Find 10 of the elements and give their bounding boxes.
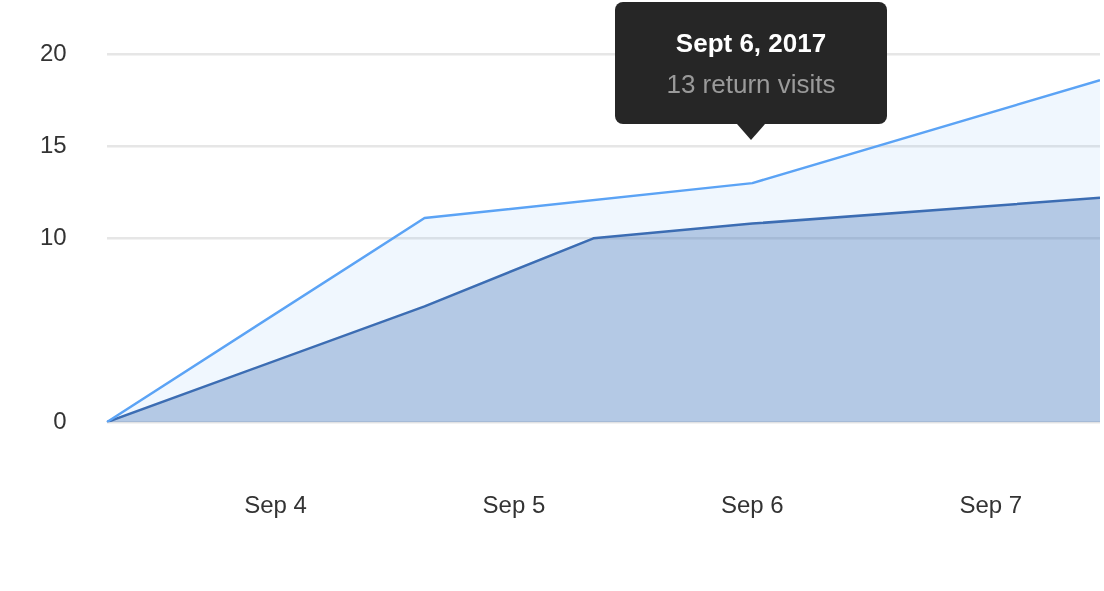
x-tick-label: Sep 4 <box>244 491 307 519</box>
y-tick-label: 0 <box>53 406 67 434</box>
y-tick-label: 10 <box>39 222 67 250</box>
x-tick-label: Sep 7 <box>959 491 1023 519</box>
x-tick-label: Sep 5 <box>482 491 546 519</box>
annotation: Sept 6, 2017 <box>674 27 828 60</box>
y-tick-label: 20 <box>39 39 67 67</box>
annotation: 13 return visits <box>665 68 837 101</box>
x-tick-label: Sep 6 <box>720 491 784 519</box>
y-tick-label: 15 <box>39 130 67 158</box>
